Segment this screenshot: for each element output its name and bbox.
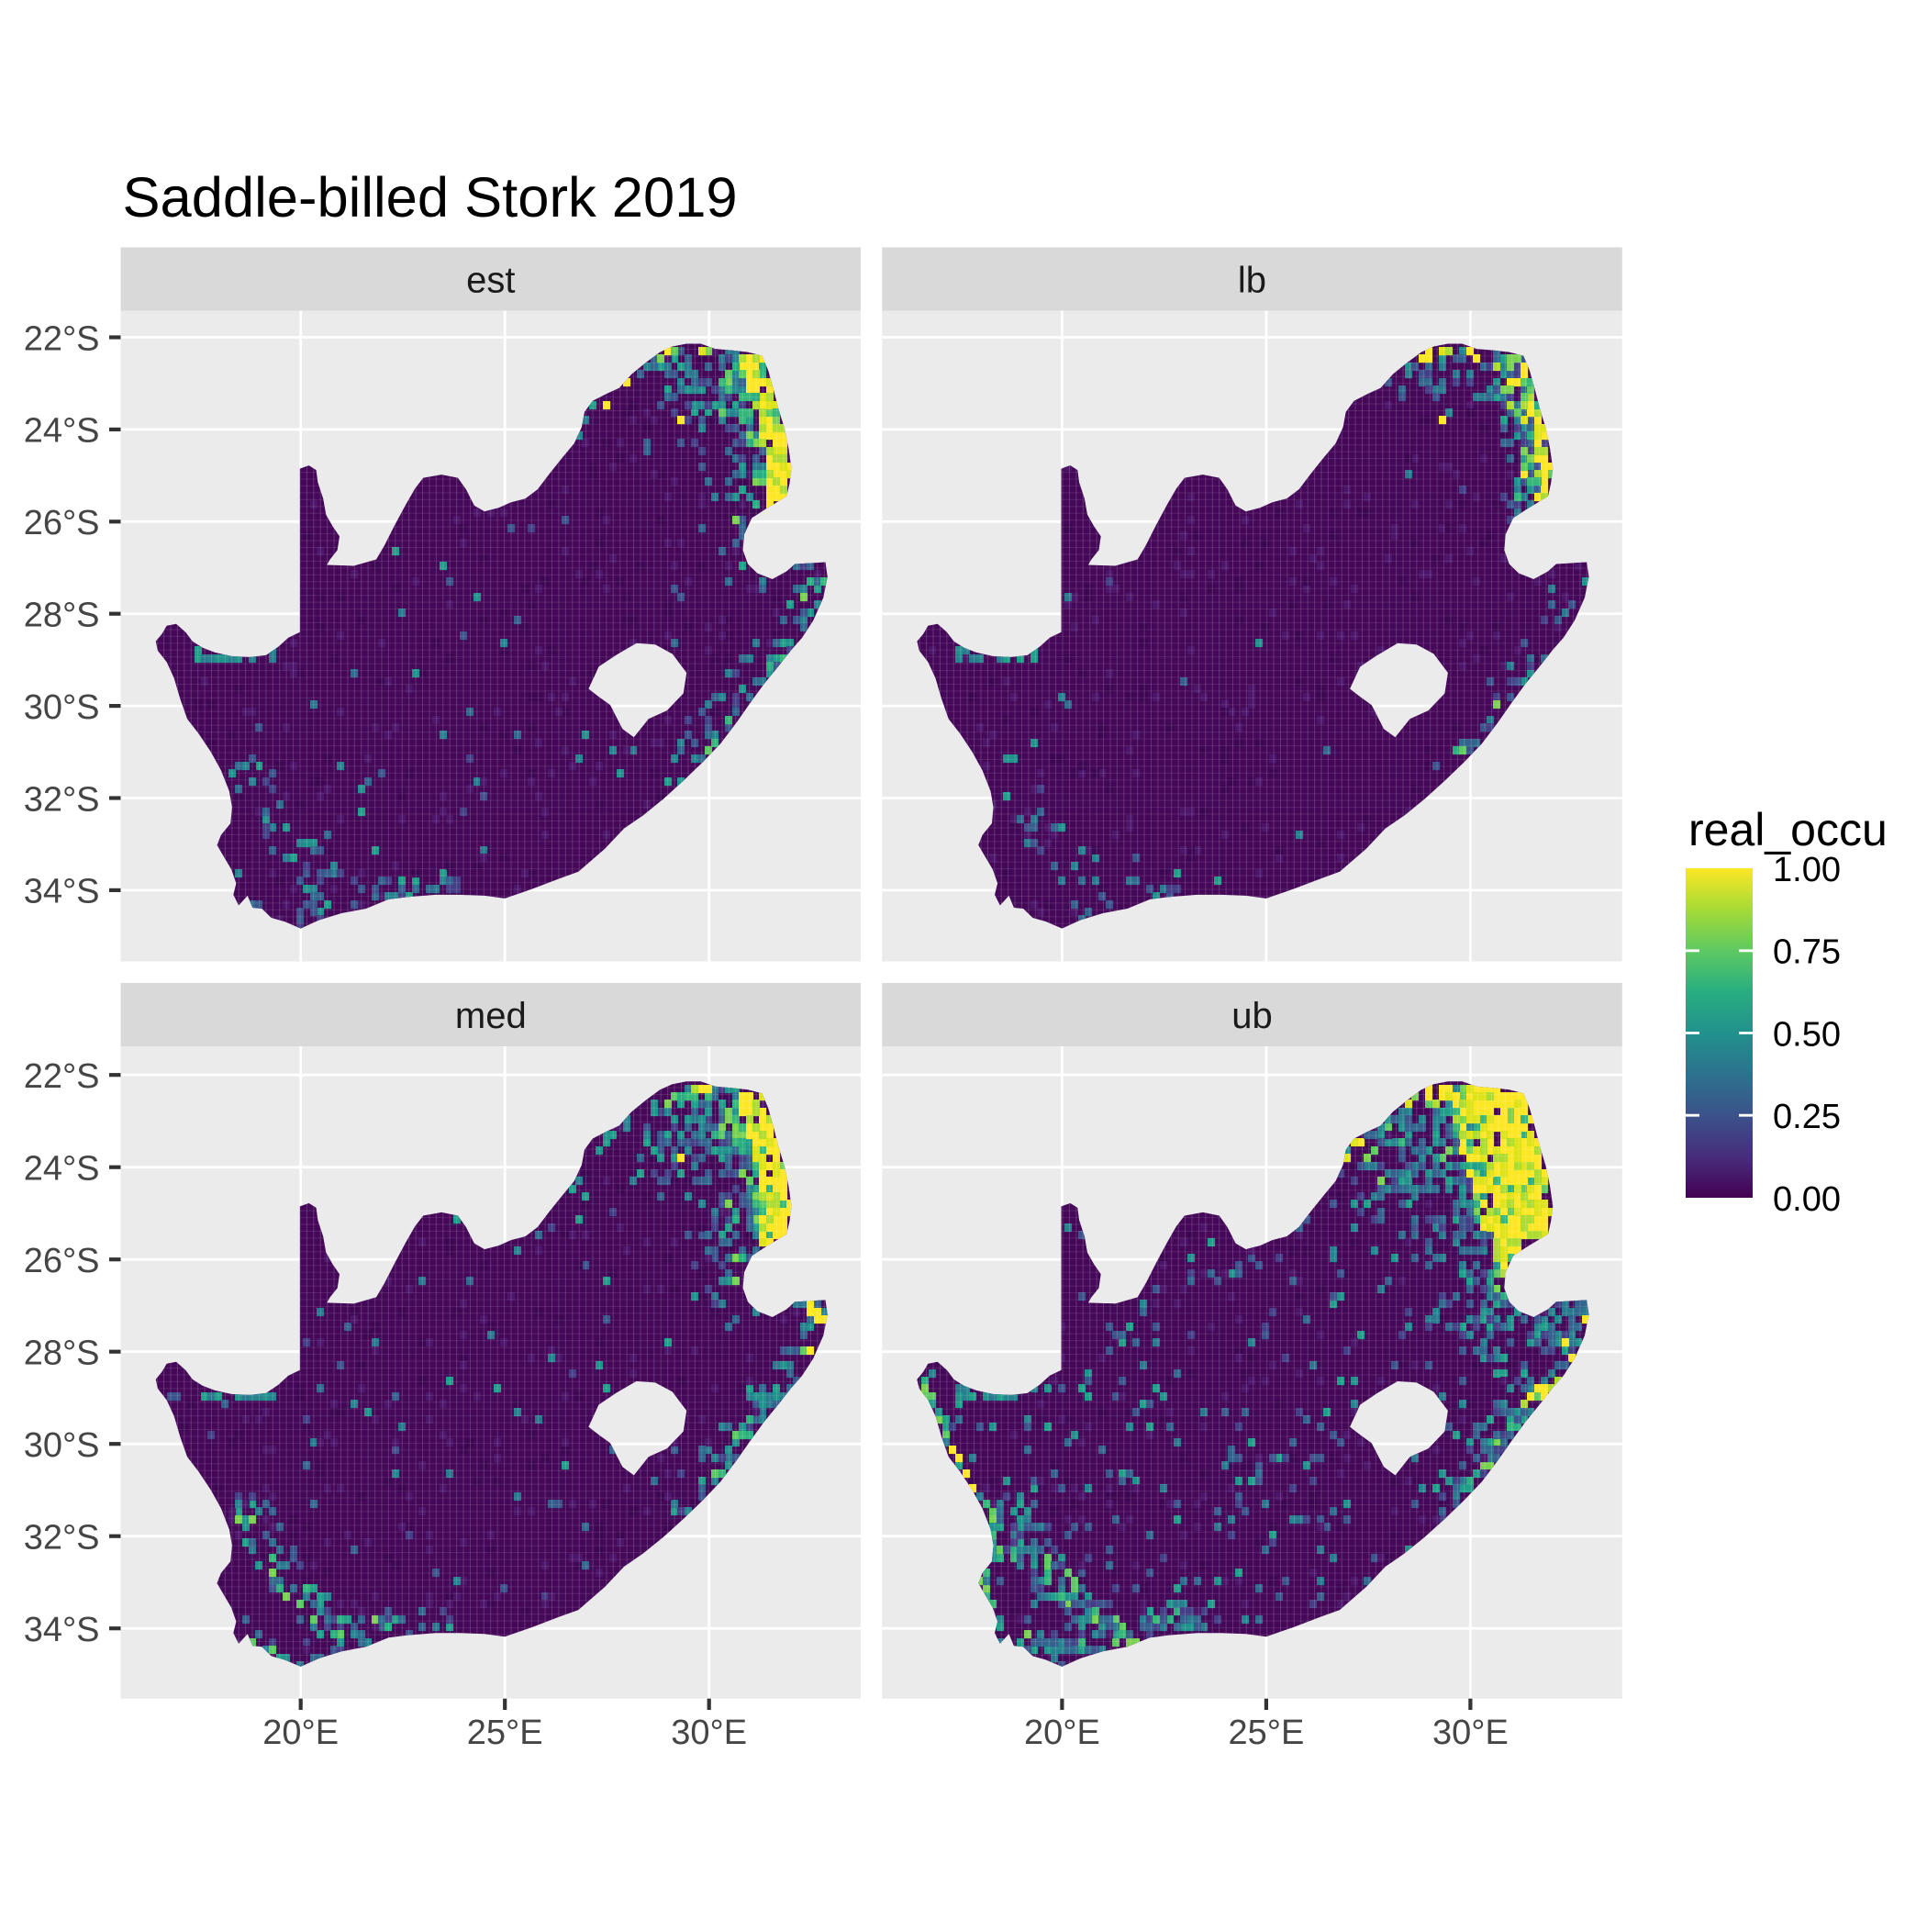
svg-text:28°S: 28°S: [24, 597, 100, 635]
svg-text:0.75: 0.75: [1773, 933, 1841, 972]
svg-text:ub: ub: [1231, 996, 1273, 1036]
svg-text:0.50: 0.50: [1773, 1015, 1841, 1054]
svg-text:24°S: 24°S: [24, 1150, 100, 1189]
svg-text:20°E: 20°E: [1024, 1714, 1100, 1752]
svg-text:34°S: 34°S: [24, 1611, 100, 1649]
svg-text:32°S: 32°S: [24, 780, 100, 819]
svg-text:Saddle-billed Stork 2019: Saddle-billed Stork 2019: [123, 166, 738, 229]
svg-text:34°S: 34°S: [24, 873, 100, 911]
svg-text:1.00: 1.00: [1773, 851, 1841, 889]
svg-text:26°S: 26°S: [24, 1242, 100, 1280]
svg-text:30°S: 30°S: [24, 688, 100, 727]
svg-text:24°S: 24°S: [24, 412, 100, 451]
svg-text:0.00: 0.00: [1773, 1180, 1841, 1219]
svg-text:real_occu: real_occu: [1688, 804, 1888, 855]
svg-text:32°S: 32°S: [24, 1519, 100, 1558]
svg-text:lb: lb: [1238, 261, 1266, 301]
svg-text:25°E: 25°E: [1228, 1714, 1304, 1752]
svg-text:20°E: 20°E: [262, 1714, 339, 1752]
svg-text:30°S: 30°S: [24, 1426, 100, 1465]
svg-text:22°S: 22°S: [24, 319, 100, 358]
svg-text:med: med: [455, 996, 527, 1036]
svg-text:28°S: 28°S: [24, 1335, 100, 1373]
svg-text:30°E: 30°E: [1432, 1714, 1509, 1752]
svg-text:0.25: 0.25: [1773, 1098, 1841, 1136]
svg-text:30°E: 30°E: [671, 1714, 747, 1752]
svg-text:est: est: [466, 261, 515, 301]
svg-text:22°S: 22°S: [24, 1057, 100, 1096]
svg-text:26°S: 26°S: [24, 504, 100, 542]
svg-text:25°E: 25°E: [467, 1714, 543, 1752]
